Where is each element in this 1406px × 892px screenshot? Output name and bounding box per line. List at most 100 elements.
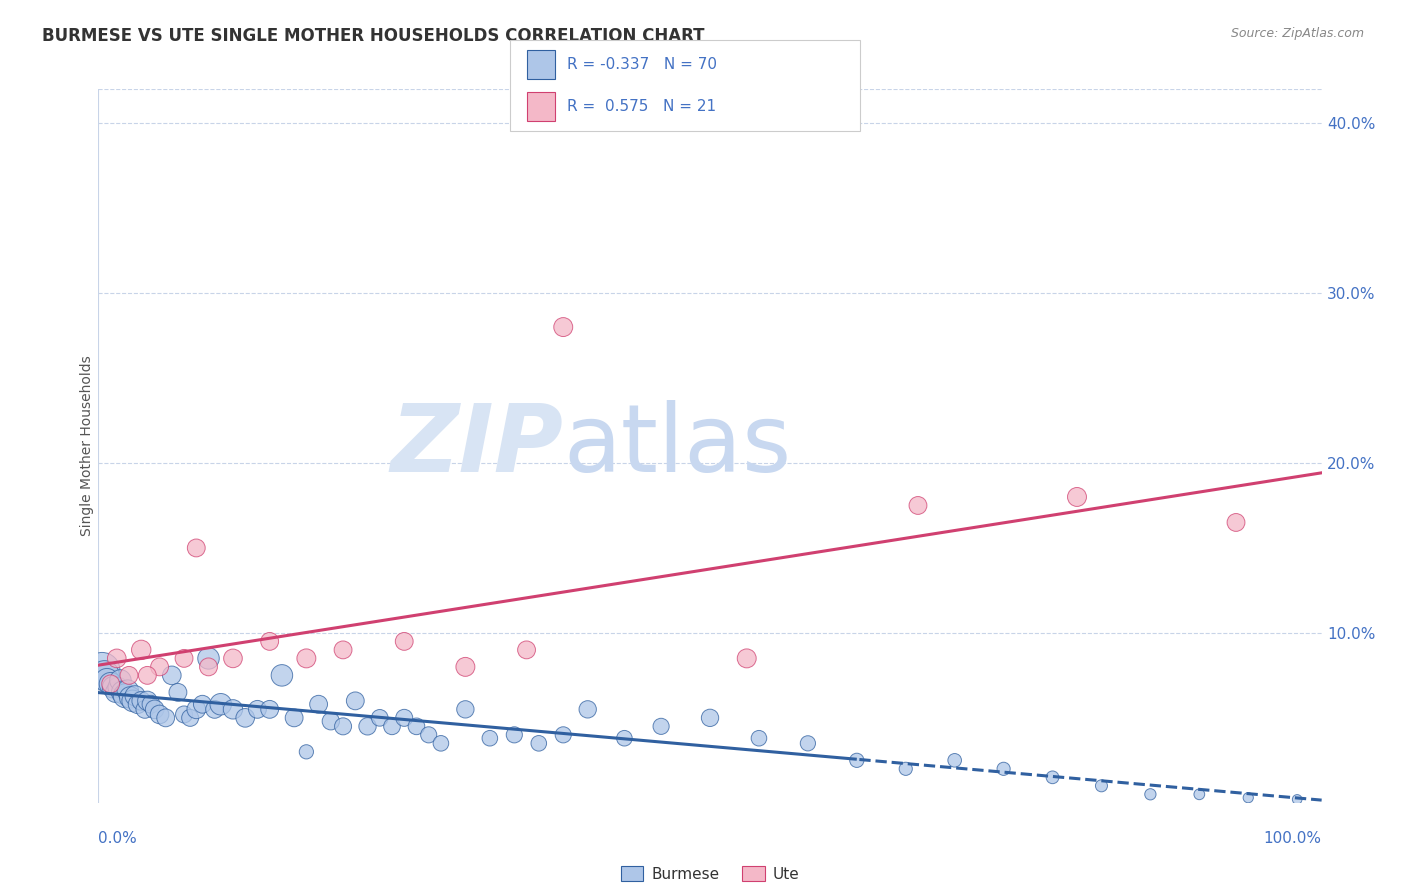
Point — [894, 762, 917, 776]
Point — [735, 651, 758, 665]
Point — [136, 694, 159, 708]
Point — [209, 698, 232, 712]
Point — [613, 731, 636, 746]
Point — [332, 719, 354, 733]
Point — [503, 728, 526, 742]
Point — [1139, 787, 1161, 801]
Point — [197, 660, 219, 674]
Point — [127, 698, 149, 712]
Point — [100, 677, 122, 691]
Point — [748, 731, 770, 746]
Point — [179, 711, 201, 725]
Point — [1090, 779, 1112, 793]
Text: R =  0.575   N = 21: R = 0.575 N = 21 — [567, 99, 716, 114]
Point — [117, 683, 139, 698]
Point — [295, 651, 318, 665]
Point — [149, 660, 172, 674]
Point — [173, 707, 195, 722]
Point — [332, 643, 354, 657]
Point — [356, 719, 378, 733]
Point — [101, 680, 124, 694]
Point — [107, 680, 129, 694]
Point — [155, 711, 177, 725]
Point — [405, 719, 427, 733]
Point — [100, 677, 122, 691]
Point — [246, 702, 269, 716]
Point — [167, 685, 190, 699]
Point — [368, 711, 391, 725]
Point — [454, 702, 477, 716]
Point — [143, 702, 166, 716]
Point — [430, 736, 453, 750]
Point — [650, 719, 672, 733]
Point — [392, 711, 416, 725]
Text: 0.0%: 0.0% — [98, 831, 138, 846]
Point — [993, 762, 1015, 776]
Point — [121, 694, 143, 708]
Point — [1286, 792, 1309, 806]
Point — [139, 698, 162, 712]
Point — [418, 728, 440, 742]
Point — [104, 685, 127, 699]
Point — [381, 719, 404, 733]
Point — [129, 643, 152, 657]
Point — [308, 698, 330, 712]
Point — [91, 663, 114, 677]
Y-axis label: Single Mother Households: Single Mother Households — [80, 356, 94, 536]
Text: 100.0%: 100.0% — [1264, 831, 1322, 846]
Point — [149, 707, 172, 722]
Point — [392, 634, 416, 648]
Point — [845, 753, 868, 767]
Point — [110, 673, 132, 688]
Point — [204, 702, 226, 716]
Point — [1066, 490, 1088, 504]
Text: atlas: atlas — [564, 400, 792, 492]
Text: R = -0.337   N = 70: R = -0.337 N = 70 — [567, 57, 717, 72]
Point — [553, 320, 575, 334]
Point — [222, 702, 245, 716]
Point — [478, 731, 501, 746]
Point — [93, 668, 115, 682]
Point — [129, 694, 152, 708]
Point — [233, 711, 256, 725]
Point — [186, 541, 208, 555]
Point — [134, 702, 156, 716]
Point — [295, 745, 318, 759]
Point — [120, 690, 142, 705]
Point — [319, 714, 342, 729]
Point — [186, 702, 208, 716]
Point — [699, 711, 721, 725]
Point — [124, 689, 146, 703]
Point — [1237, 790, 1260, 805]
Point — [114, 689, 136, 703]
Point — [118, 668, 141, 682]
Point — [1042, 770, 1064, 784]
Point — [943, 753, 966, 767]
Point — [222, 651, 245, 665]
Point — [907, 499, 929, 513]
Point — [576, 702, 599, 716]
Point — [270, 668, 294, 682]
Point — [191, 698, 214, 712]
Point — [1225, 516, 1247, 530]
Point — [344, 694, 367, 708]
Point — [1188, 787, 1211, 801]
Point — [197, 651, 219, 665]
Legend: Burmese, Ute: Burmese, Ute — [614, 860, 806, 888]
Point — [527, 736, 550, 750]
Point — [105, 651, 128, 665]
Point — [283, 711, 305, 725]
Text: Source: ZipAtlas.com: Source: ZipAtlas.com — [1230, 27, 1364, 40]
Point — [136, 668, 159, 682]
Point — [553, 728, 575, 742]
Text: ZIP: ZIP — [391, 400, 564, 492]
Point — [160, 668, 183, 682]
Point — [259, 702, 281, 716]
Point — [111, 685, 134, 699]
Point — [516, 643, 538, 657]
Point — [259, 634, 281, 648]
Point — [96, 673, 118, 688]
Point — [454, 660, 477, 674]
Point — [797, 736, 820, 750]
Point — [173, 651, 195, 665]
